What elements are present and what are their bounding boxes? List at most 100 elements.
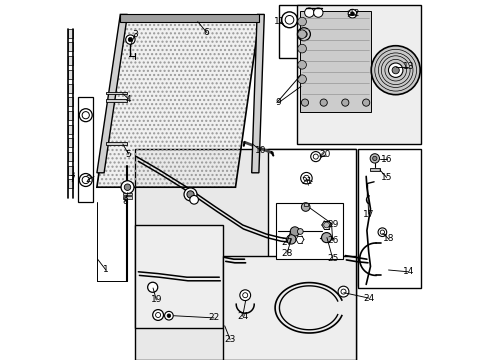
Bar [78, 97, 93, 202]
Text: 4: 4 [125, 94, 131, 104]
Text: 25: 25 [326, 254, 338, 263]
Bar [134, 225, 223, 328]
Circle shape [297, 60, 306, 69]
Text: 5: 5 [125, 150, 131, 158]
Text: 28: 28 [281, 248, 292, 258]
Polygon shape [68, 56, 73, 65]
Circle shape [372, 156, 376, 161]
Text: 16: 16 [380, 155, 392, 164]
Circle shape [300, 172, 311, 184]
Circle shape [310, 152, 320, 162]
Circle shape [313, 8, 322, 17]
Circle shape [377, 228, 386, 237]
Polygon shape [369, 168, 379, 171]
Circle shape [152, 310, 163, 320]
Text: 19: 19 [150, 295, 162, 304]
Circle shape [347, 9, 356, 18]
Circle shape [125, 35, 135, 44]
Circle shape [323, 222, 329, 228]
Circle shape [128, 37, 132, 42]
Circle shape [121, 181, 134, 194]
Circle shape [304, 8, 313, 17]
Circle shape [239, 290, 250, 301]
Text: 8: 8 [122, 197, 127, 206]
Text: 23: 23 [224, 335, 235, 344]
Text: 14: 14 [402, 267, 413, 276]
Polygon shape [68, 179, 73, 188]
Circle shape [297, 44, 306, 53]
Polygon shape [97, 22, 258, 187]
Text: 27: 27 [281, 238, 292, 247]
Circle shape [321, 233, 331, 243]
Text: 7: 7 [69, 175, 75, 184]
Circle shape [301, 99, 308, 106]
Bar [278, 5, 320, 58]
Circle shape [286, 235, 295, 244]
Text: 13: 13 [402, 62, 413, 71]
Bar [276, 203, 342, 259]
Text: 26: 26 [326, 236, 338, 245]
Text: 6: 6 [203, 28, 209, 37]
Polygon shape [68, 138, 73, 147]
Text: 11: 11 [273, 17, 285, 26]
Text: 21: 21 [301, 177, 312, 186]
Polygon shape [120, 14, 258, 22]
Circle shape [297, 75, 306, 84]
Circle shape [320, 99, 326, 106]
Circle shape [337, 286, 348, 297]
Text: 24: 24 [362, 293, 373, 302]
Circle shape [297, 30, 306, 39]
Polygon shape [68, 97, 73, 106]
Text: 2: 2 [85, 175, 91, 184]
Circle shape [301, 203, 309, 211]
Text: 20: 20 [319, 150, 330, 159]
Circle shape [186, 191, 194, 198]
Circle shape [341, 99, 348, 106]
Polygon shape [68, 29, 73, 38]
Polygon shape [123, 196, 132, 199]
Bar [223, 256, 355, 360]
Circle shape [189, 195, 198, 204]
Circle shape [369, 154, 379, 163]
Polygon shape [68, 166, 73, 175]
Bar [134, 149, 355, 360]
Text: 9: 9 [275, 98, 281, 107]
Text: 3: 3 [132, 30, 138, 39]
Circle shape [164, 311, 173, 320]
Circle shape [362, 99, 369, 106]
Text: 18: 18 [382, 234, 393, 243]
Circle shape [124, 184, 130, 190]
Polygon shape [106, 99, 127, 102]
Polygon shape [68, 152, 73, 161]
Text: 22: 22 [208, 313, 219, 323]
Polygon shape [68, 84, 73, 93]
Polygon shape [123, 193, 132, 195]
Polygon shape [106, 142, 127, 145]
Text: 1: 1 [103, 266, 108, 274]
Polygon shape [97, 14, 127, 173]
Circle shape [297, 229, 303, 234]
Bar [267, 149, 355, 286]
Circle shape [350, 12, 354, 15]
Polygon shape [251, 14, 264, 173]
Bar [300, 11, 370, 112]
Text: 24: 24 [237, 311, 248, 320]
Circle shape [387, 63, 402, 77]
Circle shape [370, 46, 419, 95]
Polygon shape [68, 70, 73, 79]
Polygon shape [68, 111, 73, 120]
Text: 15: 15 [380, 173, 392, 182]
Text: 17: 17 [362, 210, 374, 219]
Circle shape [183, 188, 197, 201]
Circle shape [297, 17, 306, 26]
Text: 10: 10 [254, 146, 266, 155]
Text: 29: 29 [326, 220, 338, 229]
Polygon shape [303, 203, 307, 206]
Bar [296, 5, 420, 144]
Polygon shape [68, 42, 73, 51]
Circle shape [147, 282, 158, 292]
Circle shape [167, 314, 170, 318]
Circle shape [391, 67, 399, 74]
Polygon shape [68, 125, 73, 134]
Bar [357, 149, 420, 288]
